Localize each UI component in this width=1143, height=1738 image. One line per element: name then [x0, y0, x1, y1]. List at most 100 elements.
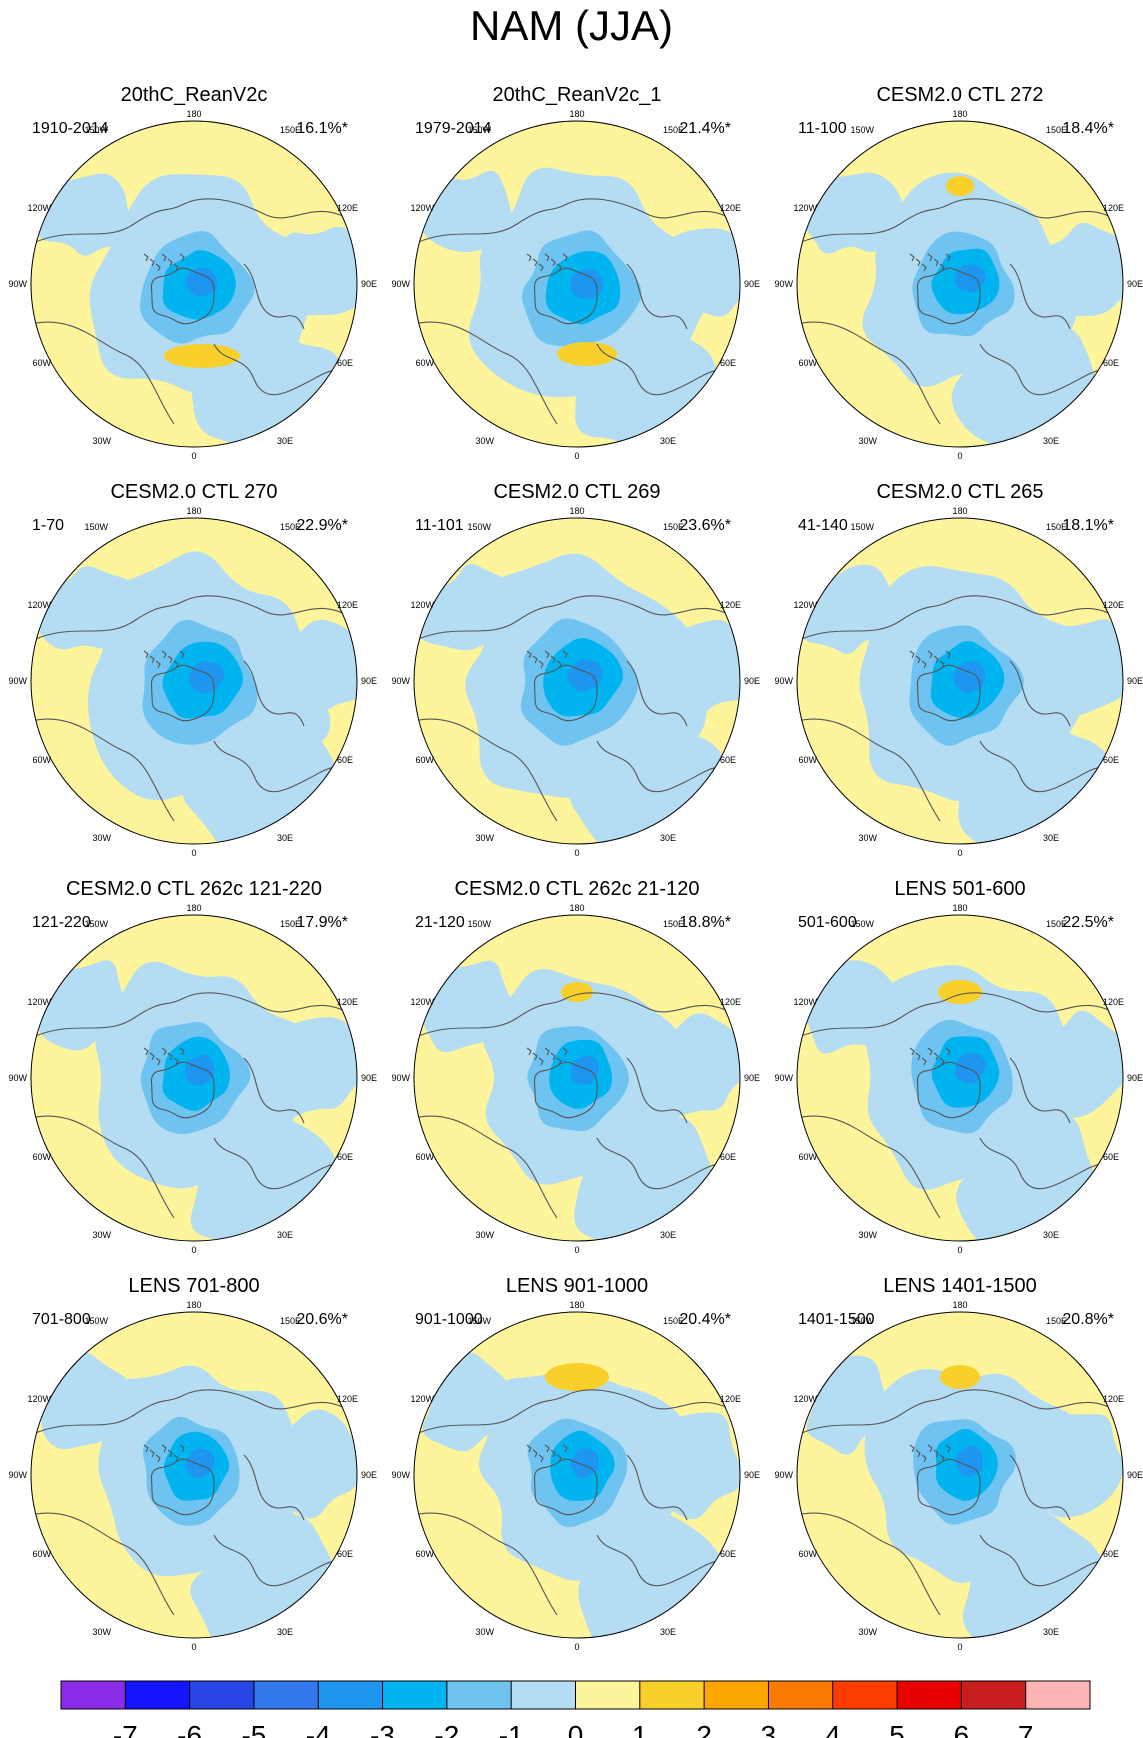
longitude-label: 120E — [1103, 600, 1124, 610]
map-panel: LENS 701-800 701-800 20.6%* 180 0 150W 150E 120… — [8, 1275, 377, 1652]
negative-core-4 — [185, 267, 218, 297]
longitude-label: 0 — [957, 1245, 962, 1255]
longitude-label: 30W — [92, 436, 111, 446]
longitude-label: 120W — [410, 1394, 434, 1404]
map-border — [30, 1311, 358, 1639]
coastline-north — [31, 992, 357, 1039]
coastline-west — [414, 1512, 558, 1616]
longitude-label: 60W — [32, 755, 51, 765]
longitude-label: 90E — [361, 1073, 377, 1083]
longitude-label: 120W — [793, 600, 817, 610]
longitude-label: 60W — [32, 358, 51, 368]
island — [143, 650, 149, 659]
island — [526, 650, 532, 659]
island — [532, 1449, 538, 1458]
coastline — [31, 992, 357, 1219]
coastline-siberia — [1009, 1057, 1071, 1124]
panel-period: 1-70 — [32, 517, 64, 534]
coastline — [797, 1389, 1123, 1616]
longitude-label: 150W — [850, 919, 874, 929]
greenland-outline — [533, 664, 598, 722]
anomaly-field — [31, 518, 357, 844]
coastline-west — [414, 321, 558, 425]
positive-core — [545, 1363, 609, 1391]
panel-period: 121-220 — [32, 914, 91, 931]
longitude-label: 90W — [391, 676, 410, 686]
panel-period: 11-101 — [415, 517, 464, 534]
longitude-label: 150W — [850, 1316, 874, 1326]
panel-title: CESM2.0 CTL 269 — [493, 481, 660, 503]
island — [921, 1454, 927, 1463]
island — [143, 1444, 149, 1453]
island — [161, 253, 167, 262]
panel-variance: 20.8%* — [1062, 1311, 1114, 1328]
longitude-label: 0 — [957, 451, 962, 461]
longitude-label: 0 — [574, 1642, 579, 1652]
island — [909, 1444, 915, 1453]
coastline-north — [31, 1389, 357, 1436]
longitude-label: 90W — [774, 676, 793, 686]
island — [167, 1052, 173, 1061]
island — [532, 1052, 538, 1061]
coastline-siberia — [626, 263, 688, 330]
longitude-label: 90E — [1127, 1470, 1143, 1480]
longitude-label: 30E — [660, 1627, 676, 1637]
panel-title: LENS 701-800 — [128, 1275, 259, 1297]
longitude-label: 30W — [475, 1230, 494, 1240]
coastline-west — [414, 718, 558, 822]
longitude-label: 120W — [27, 1394, 51, 1404]
coastline — [31, 595, 357, 822]
island — [538, 263, 544, 272]
panel-variance: 20.4%* — [679, 1311, 731, 1328]
longitude-label: 120W — [27, 600, 51, 610]
longitude-label: 120E — [1103, 997, 1124, 1007]
coastline-siberia — [243, 1057, 305, 1124]
island — [927, 1047, 933, 1056]
negative-core-4 — [188, 661, 225, 694]
map-border — [796, 120, 1124, 448]
coastline-east — [596, 343, 740, 396]
map-panel: CESM2.0 CTL 269 11-101 23.6%* 180 0 150W 150E 1… — [391, 481, 760, 858]
longitude-label: 120E — [1103, 1394, 1124, 1404]
greenland-outline — [533, 267, 598, 325]
island — [945, 1047, 951, 1056]
map-border — [413, 1311, 741, 1639]
longitude-label: 0 — [191, 451, 196, 461]
panel-period: 41-140 — [798, 517, 848, 534]
anomaly-field — [31, 1312, 357, 1638]
negative-core-4 — [570, 268, 604, 299]
coastline-west — [31, 1512, 175, 1616]
longitude-label: 30W — [92, 1230, 111, 1240]
longitude-label: 150E — [280, 522, 301, 532]
coastline-siberia — [243, 1454, 305, 1521]
longitude-label: 120E — [720, 997, 741, 1007]
longitude-label: 0 — [957, 848, 962, 858]
longitude-label: 180 — [569, 903, 584, 913]
longitude-label: 120W — [410, 600, 434, 610]
map-panel: CESM2.0 CTL 272 11-100 18.4%* 180 0 150W 150E 1… — [774, 84, 1143, 461]
anomaly-field — [797, 518, 1123, 844]
coastline-siberia — [243, 660, 305, 727]
panel-title: CESM2.0 CTL 265 — [876, 481, 1043, 503]
longitude-label: 60W — [32, 1152, 51, 1162]
anomaly-field — [414, 1312, 740, 1638]
longitude-label: 90E — [744, 1470, 760, 1480]
island — [921, 1057, 927, 1066]
map-border — [796, 1311, 1124, 1639]
island — [550, 655, 556, 664]
longitude-label: 150W — [850, 522, 874, 532]
panel-title: CESM2.0 CTL 270 — [110, 481, 277, 503]
island — [143, 253, 149, 262]
longitude-label: 90W — [8, 1073, 27, 1083]
island — [161, 1047, 167, 1056]
island — [550, 258, 556, 267]
negative-region — [645, 619, 740, 719]
longitude-label: 120W — [27, 997, 51, 1007]
anomaly-field — [797, 915, 1123, 1241]
longitude-label: 120E — [720, 1394, 741, 1404]
longitude-label: 90E — [361, 676, 377, 686]
greenland-outline — [916, 664, 981, 722]
longitude-label: 0 — [191, 1245, 196, 1255]
coastline-east — [979, 1137, 1123, 1190]
